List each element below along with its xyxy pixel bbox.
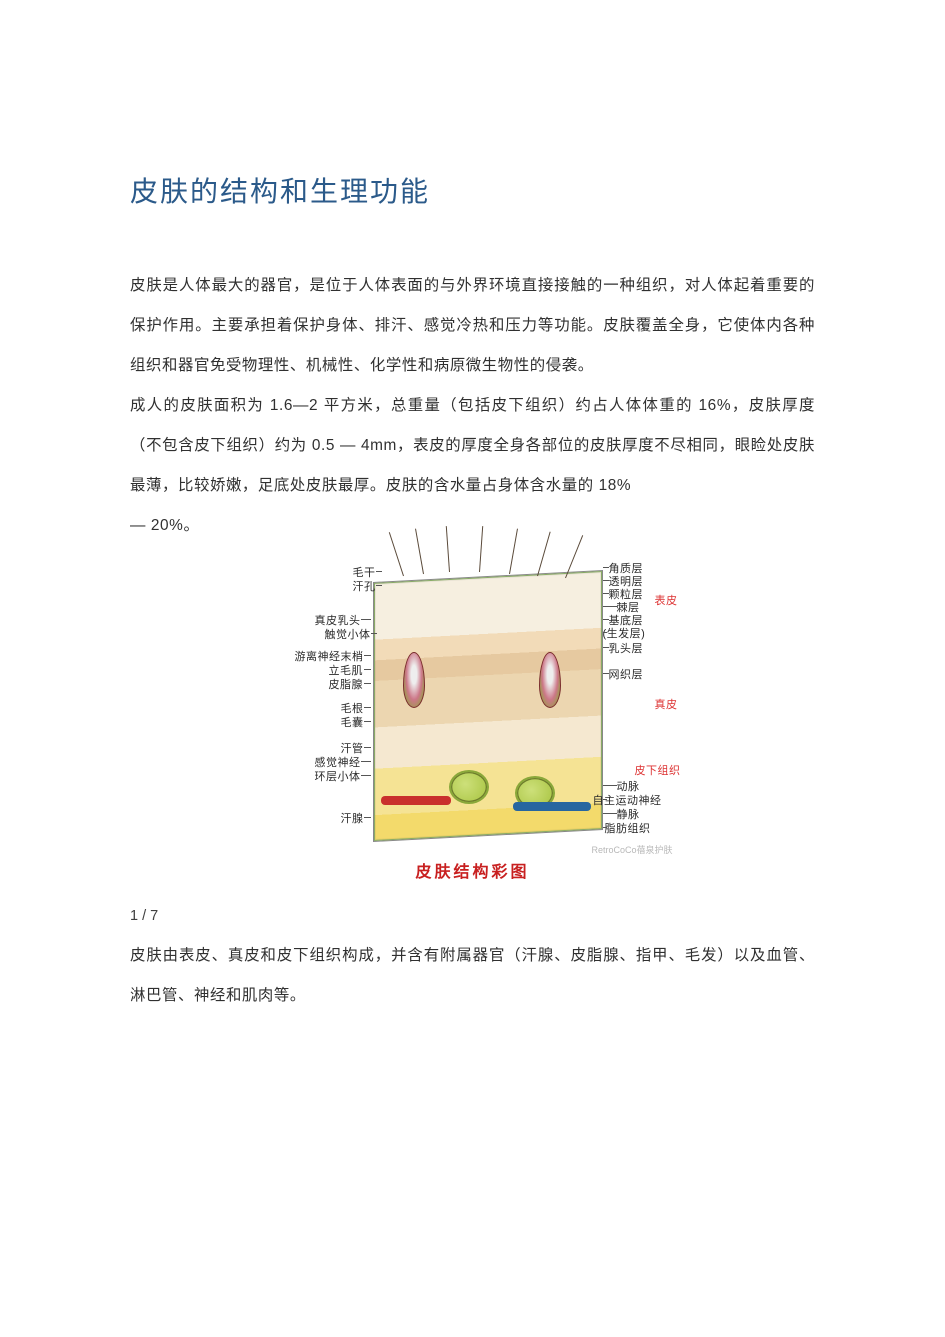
vein <box>513 802 591 811</box>
diagram-watermark: RetroCoCo蓓泉护肤 <box>591 843 672 856</box>
diagram-label: 皮下组织 <box>635 762 681 778</box>
diagram-label: 环层小体 <box>315 768 361 784</box>
sweat-gland-coil <box>449 770 489 804</box>
diagram-label: 乳头层 <box>609 640 644 656</box>
diagram-label: 脂肪组织 <box>605 820 651 836</box>
paragraph-measurements: 成人的皮肤面积为 1.6—2 平方米，总重量（包括皮下组织）约占人体体重的 16… <box>130 386 815 506</box>
artery <box>381 796 451 805</box>
skin-structure-diagram: 毛干汗孔真皮乳头触觉小体游离神经末梢立毛肌皮脂腺毛根毛囊汗管感觉神经环层小体汗腺… <box>253 556 693 886</box>
diagram-caption: 皮肤结构彩图 <box>253 858 693 882</box>
paragraph-composition: 皮肤由表皮、真皮和皮下组织构成，并含有附属器官（汗腺、皮脂腺、指甲、毛发）以及血… <box>130 936 815 1016</box>
page-title: 皮肤的结构和生理功能 <box>130 170 815 210</box>
hair-follicle <box>539 652 561 708</box>
hair-follicle <box>403 652 425 708</box>
page-number: 1 / 7 <box>130 908 815 924</box>
diagram-label: 汗腺 <box>341 810 364 826</box>
paragraph-measurements-cont: — 20%。 <box>130 506 815 546</box>
diagram-label: 皮脂腺 <box>329 676 364 692</box>
diagram-label: 真皮 <box>655 696 678 712</box>
diagram-label: 毛囊 <box>341 714 364 730</box>
diagram-label: 表皮 <box>655 592 678 608</box>
diagram-label: 触觉小体 <box>325 626 371 642</box>
paragraph-intro: 皮肤是人体最大的器官，是位于人体表面的与外界环境直接接触的一种组织，对人体起着重… <box>130 266 815 386</box>
diagram-label: (生发层) <box>603 625 646 641</box>
diagram-label: 网织层 <box>609 666 644 682</box>
diagram-label: 汗孔 <box>353 578 376 594</box>
